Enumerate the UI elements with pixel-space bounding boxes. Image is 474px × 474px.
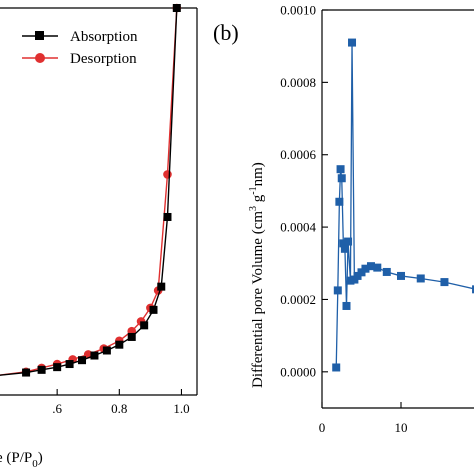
data-point-absorption bbox=[78, 356, 87, 365]
pore-data-point bbox=[335, 197, 344, 206]
legend-desorption-label: Desorption bbox=[70, 51, 137, 67]
data-point-absorption bbox=[157, 282, 166, 291]
right-y-tick-label: 0.0006 bbox=[280, 147, 316, 162]
pore-data-point bbox=[342, 301, 351, 310]
pore-data-point bbox=[332, 363, 341, 372]
pore-data-point bbox=[344, 237, 353, 246]
data-point-absorption bbox=[127, 332, 136, 341]
legend-absorption-label: Absorption bbox=[70, 29, 138, 45]
data-point-desorption bbox=[163, 170, 172, 179]
right-x-tick-label: 0 bbox=[319, 420, 326, 435]
left-x-tick-label: 1.0 bbox=[173, 401, 189, 416]
data-point-absorption bbox=[37, 365, 46, 374]
pore-data-point bbox=[366, 262, 375, 271]
pore-data-point bbox=[382, 267, 391, 276]
pore-data-point bbox=[339, 239, 348, 248]
data-point-absorption bbox=[172, 4, 181, 12]
pore-data-point bbox=[472, 285, 474, 294]
legend-desorption-marker bbox=[35, 53, 45, 63]
x-axis-title-part1: e (P/P bbox=[0, 450, 32, 466]
panel-label-b: (b) bbox=[213, 20, 239, 45]
y-axis-title-mid: g bbox=[250, 194, 266, 206]
y-axis-title-end: nm) bbox=[250, 162, 266, 186]
y-axis-title-sup1: 3 bbox=[248, 206, 259, 211]
pore-data-point bbox=[340, 244, 349, 253]
isotherm-panel: .6 0.8 1.0 Absorption Desorption e (P/P0) bbox=[0, 3, 198, 470]
data-point-absorption bbox=[115, 340, 124, 349]
left-panel-x-ticks: .6 0.8 1.0 bbox=[52, 389, 190, 416]
pore-data-point bbox=[440, 278, 449, 287]
left-x-tick-label: .6 bbox=[52, 401, 62, 416]
right-panel-y-axis-title: Differential pore Volume (cm3 g-1nm) bbox=[248, 162, 266, 388]
right-x-tick-label: 10 bbox=[395, 420, 408, 435]
data-point-absorption bbox=[140, 321, 149, 330]
y-axis-title-main: Differential pore Volume (cm bbox=[250, 211, 266, 388]
pore-data-point bbox=[333, 286, 342, 295]
legend-absorption-marker bbox=[35, 31, 44, 40]
pore-data-point bbox=[416, 274, 425, 283]
data-point-absorption bbox=[65, 360, 74, 369]
left-panel-series bbox=[0, 3, 182, 377]
right-panel-y-ticks: 0.0000 0.0002 0.0004 0.0006 0.0008 0.0010 bbox=[280, 3, 328, 379]
data-point-absorption bbox=[163, 212, 172, 221]
pore-data-point bbox=[337, 174, 346, 183]
right-y-tick-label: 0.0000 bbox=[280, 364, 316, 379]
pore-series-line bbox=[335, 42, 474, 368]
pore-data-point bbox=[348, 38, 357, 47]
data-point-absorption bbox=[53, 363, 62, 372]
data-point-absorption bbox=[149, 305, 158, 314]
right-y-tick-label: 0.0004 bbox=[280, 220, 316, 235]
pore-data-point bbox=[361, 264, 370, 273]
x-axis-title-part3: ) bbox=[38, 450, 43, 466]
x-axis-title-subscript: 0 bbox=[32, 458, 38, 470]
data-point-absorption bbox=[22, 368, 31, 377]
left-x-tick-label: 0.8 bbox=[111, 401, 127, 416]
pore-data-point bbox=[336, 165, 345, 174]
pore-data-point bbox=[397, 271, 405, 280]
y-axis-title-sup2: -1 bbox=[248, 186, 259, 194]
left-panel-x-axis-title: e (P/P0) bbox=[0, 450, 43, 470]
right-panel-x-ticks: 0 10 bbox=[319, 402, 408, 435]
pore-distribution-panel: (b) 0.0000 0.0002 0.0004 0.0006 0.0008 0.0010… bbox=[213, 3, 474, 435]
data-point-absorption bbox=[90, 351, 99, 360]
data-point-absorption bbox=[102, 346, 111, 355]
right-y-tick-label: 0.0008 bbox=[280, 75, 316, 90]
pore-data-point bbox=[373, 263, 382, 272]
right-panel-series bbox=[332, 38, 474, 372]
right-y-tick-label: 0.0010 bbox=[280, 3, 316, 18]
right-y-tick-label: 0.0002 bbox=[280, 292, 316, 307]
legend: Absorption Desorption bbox=[22, 29, 138, 67]
